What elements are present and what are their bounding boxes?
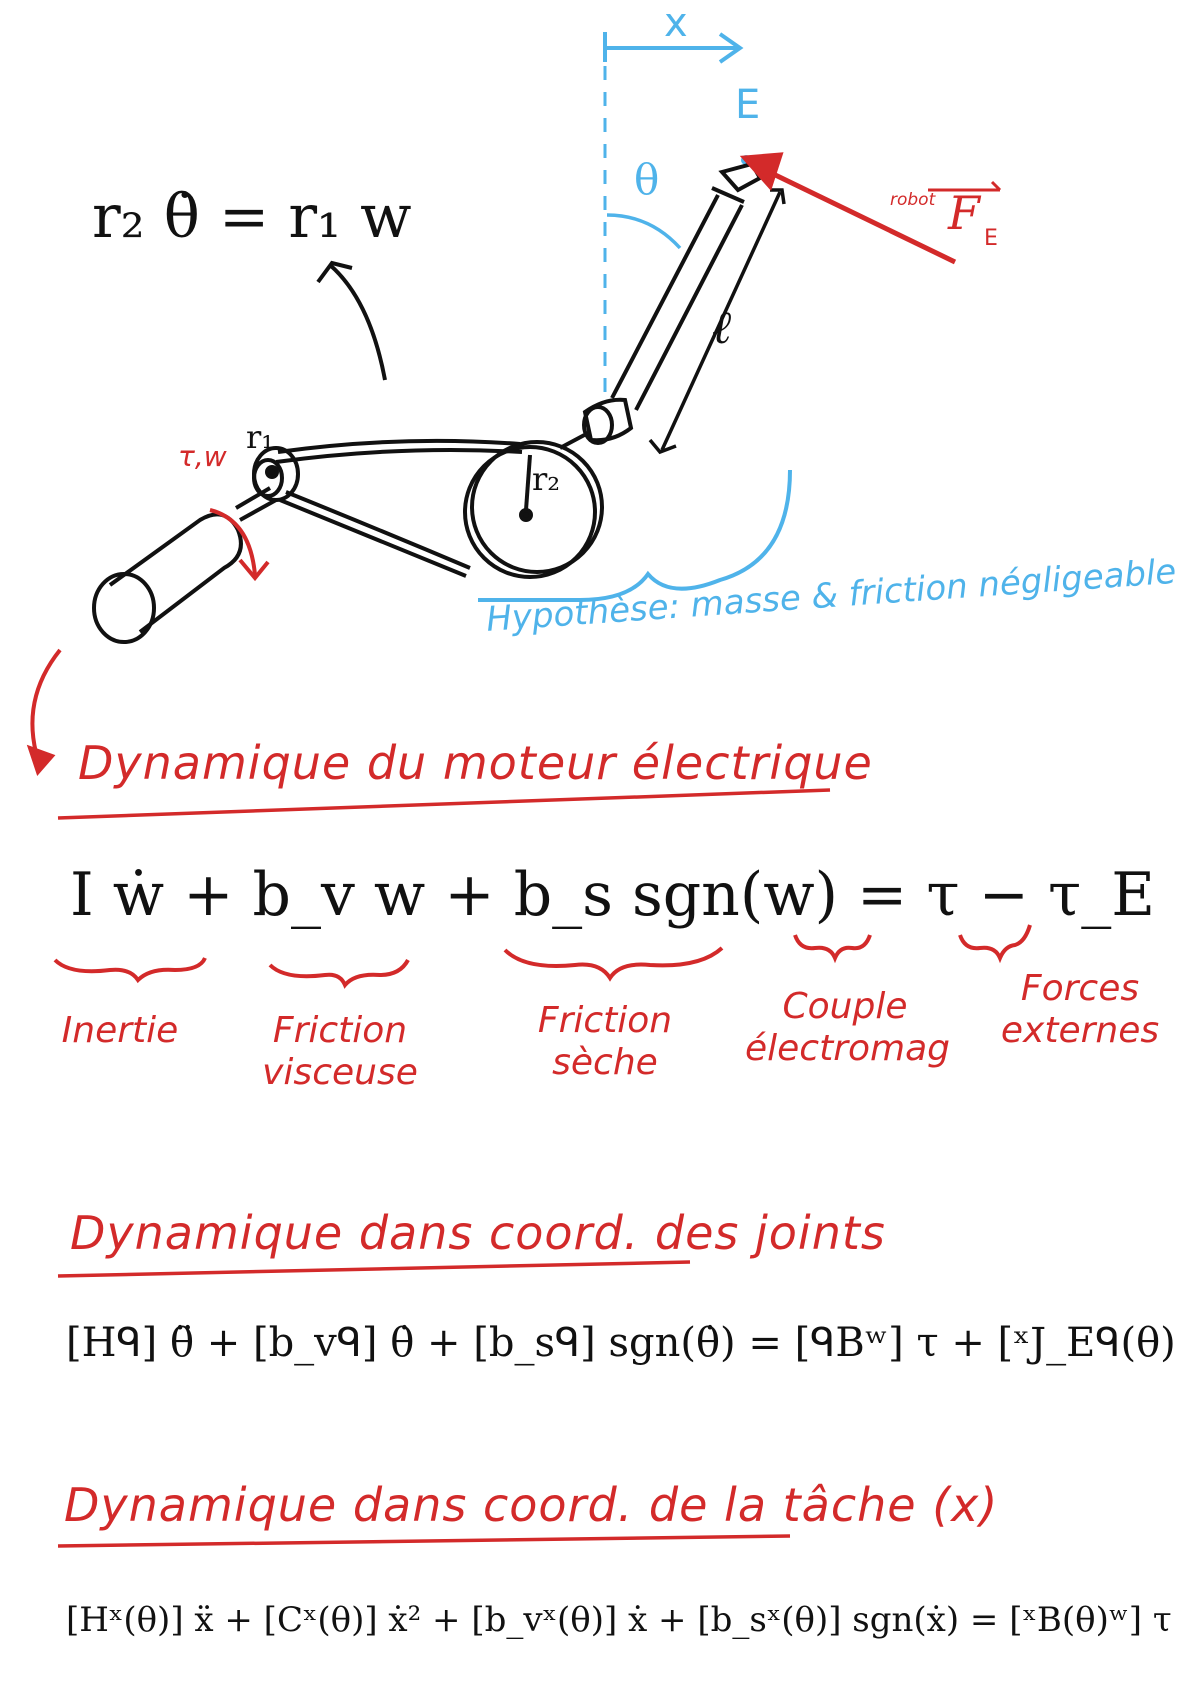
- motor-rotation-arrow: [209, 508, 270, 582]
- theta-arc: [606, 213, 682, 250]
- label-friction-visceuse-line1: Friction: [272, 1010, 408, 1051]
- label-friction-visceuse: Friction visceuse: [250, 1010, 430, 1094]
- force-label: robot F E: [890, 182, 1010, 262]
- label-couple-electromag-line1: Couple: [782, 986, 908, 1027]
- length-dimension-arrow: [648, 188, 786, 455]
- task-title-underline: [57, 1534, 791, 1548]
- force-prefix: robot: [890, 190, 936, 210]
- label-friction-seche-line2: sèche: [552, 1042, 658, 1083]
- force-arrow: [739, 152, 957, 265]
- force-symbol: F: [948, 186, 980, 240]
- gear-relation: r₂ θ̇ = r₁ w: [92, 182, 412, 252]
- joints-equation: [Hᑫ] θ̈ + [b_vᑫ] θ̇ + [b_sᑫ] sgn(θ̇) = […: [66, 1320, 1178, 1366]
- label-friction-seche: Friction sèche: [520, 1000, 690, 1084]
- label-friction-seche-line1: Friction: [537, 1000, 673, 1041]
- force-subscript: E: [984, 226, 998, 251]
- label-forces-externes-line1: Forces: [1020, 968, 1140, 1009]
- task-section-title: Dynamique dans coord. de la tâche (x): [64, 1478, 999, 1532]
- joints-title-underline: [57, 1260, 691, 1278]
- motor-section-title: Dynamique du moteur électrique: [78, 736, 873, 790]
- label-friction-visceuse-line2: visceuse: [262, 1052, 418, 1093]
- label-couple-electromag: Couple électromag: [745, 986, 951, 1070]
- motor-equation: I ẇ + b_v w + b_s sgn(w) = τ − τ_E: [70, 860, 1156, 930]
- section-pointer-arrow: [26, 648, 62, 776]
- joints-section-title: Dynamique dans coord. des joints: [70, 1206, 886, 1260]
- label-forces-externes: Forces externes: [990, 968, 1170, 1052]
- term-braces: [53, 924, 1032, 989]
- r2-label: r₂: [532, 460, 561, 498]
- tau-w-label: τ,w: [178, 440, 227, 473]
- arm-joint: [559, 397, 634, 450]
- gear-relation-arrow: [316, 260, 387, 381]
- theta-label: θ: [634, 155, 660, 204]
- belt: [275, 438, 523, 578]
- E-label: E: [735, 82, 761, 128]
- length-label: ℓ: [712, 300, 732, 354]
- large-pulley: [463, 440, 604, 579]
- label-inertie-line1: Inertie: [61, 1010, 179, 1051]
- label-inertie: Inertie: [50, 1010, 190, 1052]
- r1-label: r₁: [246, 418, 275, 456]
- motor-title-underline: [57, 788, 831, 820]
- label-forces-externes-line2: externes: [1000, 1010, 1160, 1051]
- x-label: x: [664, 0, 688, 46]
- label-couple-electromag-line2: électromag: [745, 1028, 951, 1069]
- task-equation: [Hˣ(θ)] ẍ + [Cˣ(θ)] ẋ² + [b_vˣ(θ)] ẋ + […: [66, 1600, 1178, 1640]
- hypothesis-brace: [477, 469, 792, 603]
- motor-body: [92, 486, 277, 644]
